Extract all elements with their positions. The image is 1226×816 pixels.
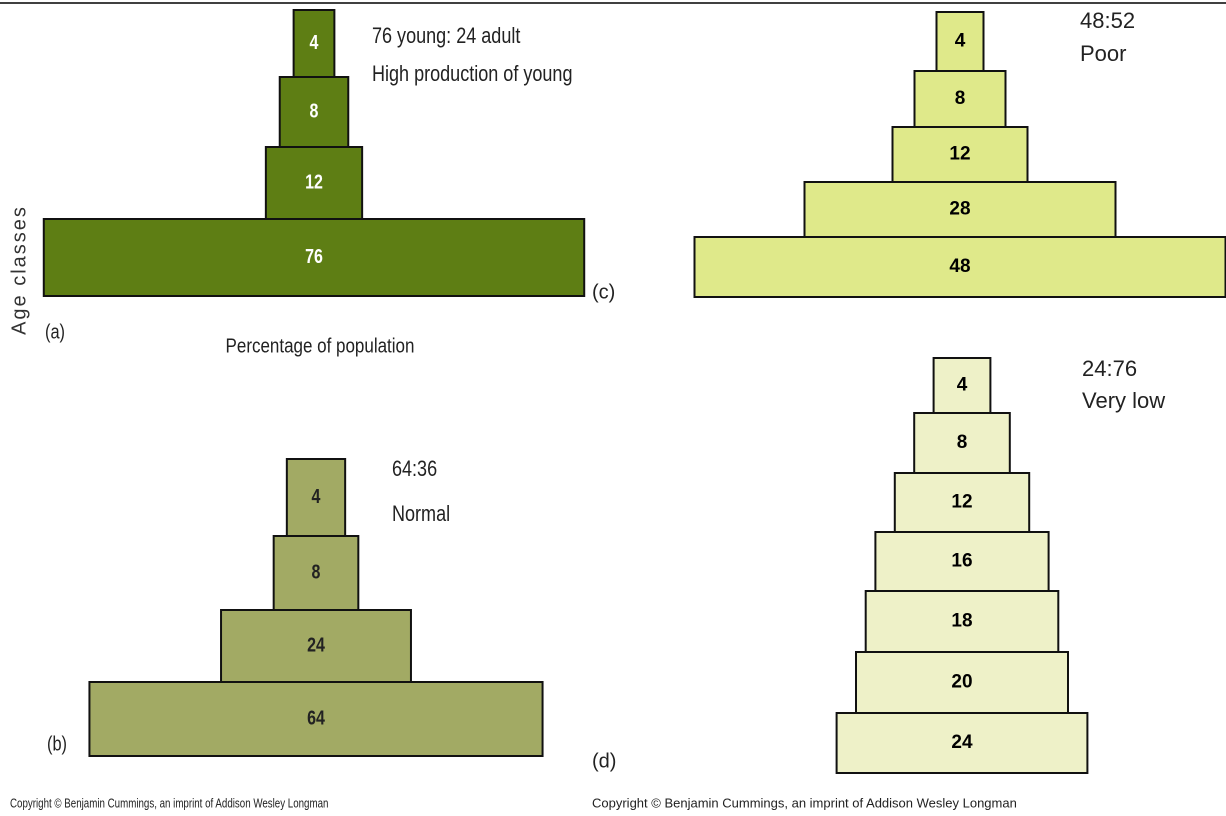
layer-value: 18 [951,611,972,632]
layer-value: 8 [955,88,966,109]
layer-value: 20 [951,672,972,693]
x-label: Percentage of population [226,334,415,357]
layer-value: 12 [305,171,323,193]
age-layer [278,76,350,148]
ratio-label: 24:76 [1082,356,1137,381]
panel-label: (d) [592,750,616,772]
layer-value: 24 [951,732,973,753]
layer-value: 64 [307,707,325,729]
panel-label: (c) [592,281,615,303]
layer-value: 28 [949,199,970,220]
layer-value: 48 [949,256,970,277]
age-layer [864,590,1060,653]
age-layer [913,412,1011,474]
age-layer [88,681,544,757]
age-layer [855,651,1069,714]
note-label: Normal [392,502,450,526]
note-label: Very low [1082,388,1165,413]
age-layer [932,357,992,414]
layer-value: 24 [307,634,325,656]
layer-value: 4 [310,31,319,53]
layer-value: 12 [949,144,970,165]
panel-label: (a) [45,320,65,343]
layer-value: 8 [957,432,968,453]
age-layer [891,126,1029,183]
copyright: Copyright © Benjamin Cummings, an imprin… [10,797,328,811]
layer-value: 4 [312,485,321,507]
ratio-label: 48:52 [1080,8,1135,33]
age-layer [693,236,1226,298]
panel-label: (b) [47,732,67,755]
layer-value: 16 [951,551,972,572]
age-layer [803,181,1117,238]
age-layer [42,218,586,297]
age-layer [835,712,1089,774]
note-label: Poor [1080,41,1126,66]
ratio-label: 76 young: 24 adult [372,24,521,48]
layer-value: 76 [305,245,323,267]
note-label: High production of young [372,62,573,86]
age-layer [272,535,360,611]
layer-value: 8 [312,561,321,583]
age-layer [913,70,1007,128]
layer-value: 4 [957,375,968,396]
copyright: Copyright © Benjamin Cummings, an imprin… [592,795,1017,810]
layer-value: 4 [955,31,966,52]
ratio-label: 64:36 [392,457,437,481]
axis-label: Age classes [8,205,30,335]
layer-value: 8 [310,100,319,122]
age-layer [285,458,347,537]
layer-value: 12 [951,492,972,513]
age-layer [935,11,985,72]
age-layer [220,609,412,683]
